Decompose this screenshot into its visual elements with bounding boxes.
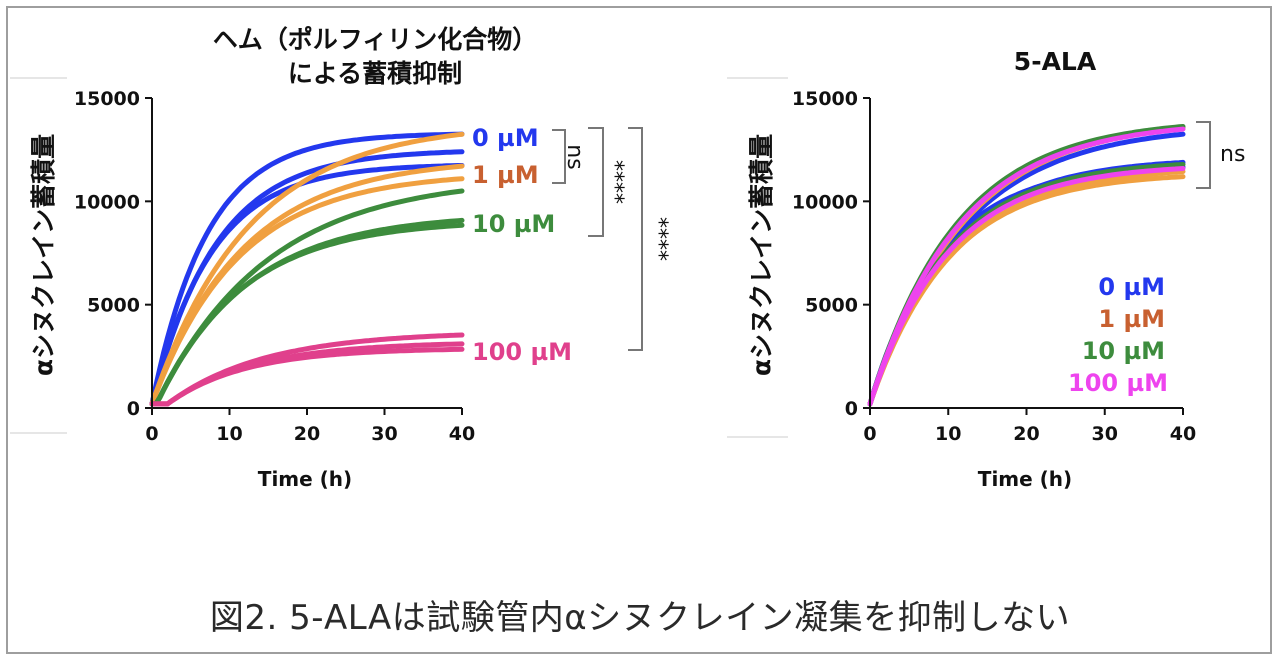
bracket-sig-100uM xyxy=(628,127,643,351)
x-axis-label: Time (h) xyxy=(258,467,352,491)
bracket-sig-10uM xyxy=(588,127,604,237)
chart-title-line2: による蓄積抑制 xyxy=(288,59,462,88)
x-tick-label: 40 xyxy=(1170,423,1196,445)
y-tick-label: 0 xyxy=(127,398,140,420)
series-label-0uM: 0 µM xyxy=(472,124,539,152)
y-tick-label: 10000 xyxy=(74,191,140,213)
series-curve xyxy=(149,346,465,407)
significance-ns: ns xyxy=(1220,142,1245,167)
chart-title: 5-ALA xyxy=(1014,47,1097,76)
x-tick-label: 40 xyxy=(449,423,475,445)
significance-10uM: **** xyxy=(602,160,627,204)
series-label-100uM: 100 µM xyxy=(472,338,572,366)
x-tick-label: 0 xyxy=(145,423,158,445)
y-axis-label: αシヌクレイン蓄積量 xyxy=(747,134,776,376)
legend-100uM: 100 µM xyxy=(1068,369,1168,397)
series-curve xyxy=(867,126,1186,407)
chart-5ala: 5-ALA αシヌクレイン蓄積量 Time (h) 0 5000 10000 1500… xyxy=(727,47,1245,491)
series-curve xyxy=(149,131,465,407)
x-tick-label: 10 xyxy=(935,423,961,445)
x-axis-label: Time (h) xyxy=(978,467,1072,491)
series-curve xyxy=(149,131,465,407)
y-tick-label: 5000 xyxy=(805,295,858,317)
bracket-ns xyxy=(1196,121,1211,189)
significance-ns: ns xyxy=(562,144,587,169)
y-tick-label: 15000 xyxy=(792,88,858,110)
chart-title-line1: ヘム（ポルフィリン化合物） xyxy=(213,25,538,54)
y-tick-label: 15000 xyxy=(74,88,140,110)
significance-100uM: **** xyxy=(646,217,671,261)
y-tick-label: 0 xyxy=(845,398,858,420)
series-curve xyxy=(149,341,465,407)
chart-heme: ヘム（ポルフィリン化合物） による蓄積抑制 αシヌクレイン蓄積量 Time (h… xyxy=(10,25,671,491)
y-axis-label: αシヌクレイン蓄積量 xyxy=(29,134,58,376)
x-tick-label: 0 xyxy=(863,423,876,445)
x-tick-label: 30 xyxy=(1092,423,1118,445)
bracket-ns xyxy=(552,129,566,184)
x-tick-label: 20 xyxy=(294,423,320,445)
series-curve xyxy=(149,176,465,407)
x-tick-label: 30 xyxy=(371,423,397,445)
figure-frame xyxy=(6,6,1272,654)
x-tick-label: 10 xyxy=(216,423,242,445)
y-tick-label: 10000 xyxy=(792,191,858,213)
legend-10uM: 10 µM xyxy=(1082,337,1165,365)
series-label-10uM: 10 µM xyxy=(472,210,555,238)
series-curve xyxy=(149,222,465,407)
series-curve xyxy=(149,163,465,407)
series-curve xyxy=(867,166,1186,407)
x-tick-label: 20 xyxy=(1013,423,1039,445)
legend-1uM: 1 µM xyxy=(1098,305,1165,333)
legend-0uM: 0 µM xyxy=(1098,273,1165,301)
series-label-1uM: 1 µM xyxy=(472,161,539,189)
figure-caption: 図2. 5-ALAは試験管内αシヌクレイン凝集を抑制しない xyxy=(209,598,1071,638)
y-tick-label: 5000 xyxy=(87,295,140,317)
